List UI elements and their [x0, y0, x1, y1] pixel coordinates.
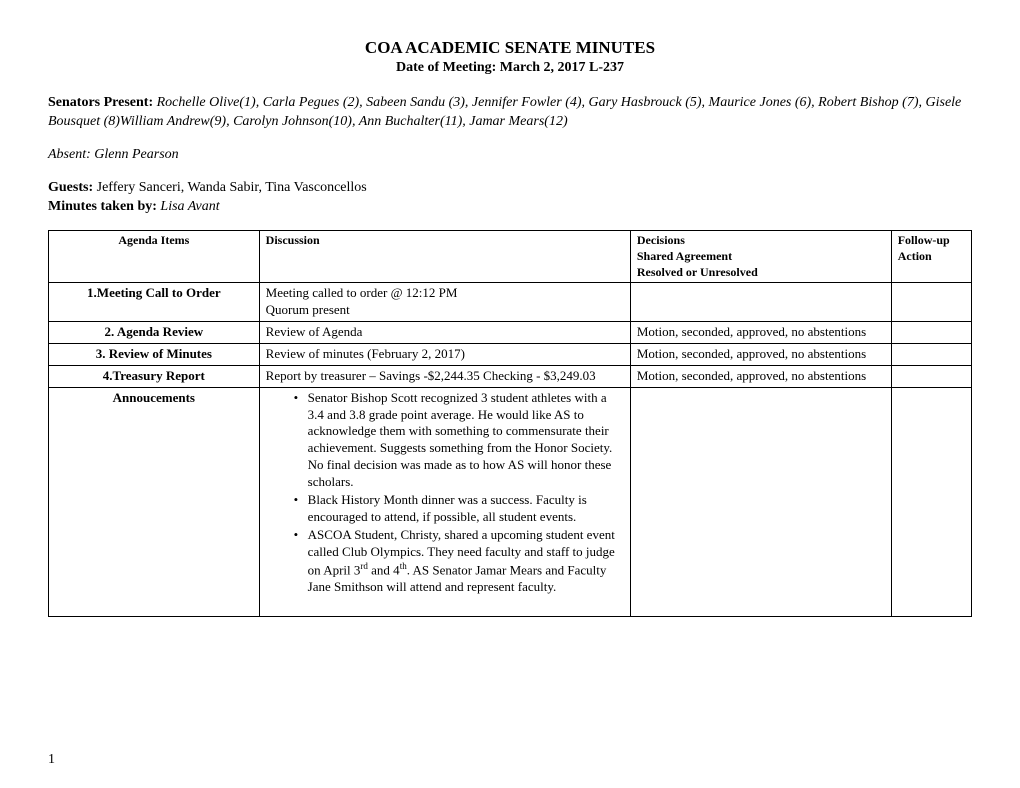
cell-followup [891, 322, 971, 344]
cell-followup [891, 343, 971, 365]
minutes-table: Agenda Items Discussion Decisions Shared… [48, 230, 972, 616]
guests-para: Guests: Jeffery Sanceri, Wanda Sabir, Ti… [48, 179, 972, 198]
list-item: ASCOA Student, Christy, shared a upcomin… [294, 527, 624, 596]
guests-label: Guests: [48, 180, 93, 195]
table-row: Annoucements Senator Bishop Scott recogni… [49, 387, 972, 616]
minutes-taken-para: Minutes taken by: Lisa Avant [48, 198, 972, 217]
table-row: 4.Treasury ReportReport by treasurer – S… [49, 365, 972, 387]
cell-discussion: Review of minutes (February 2, 2017) [259, 343, 630, 365]
cell-agenda: 3. Review of Minutes [49, 343, 260, 365]
senators-label: Senators Present: [48, 95, 153, 110]
cell-followup [891, 387, 971, 616]
header-decisions: Decisions Shared Agreement Resolved or U… [630, 231, 891, 283]
cell-followup [891, 365, 971, 387]
table-row: 2. Agenda ReviewReview of AgendaMotion, … [49, 322, 972, 344]
cell-decisions: Motion, seconded, approved, no abstentio… [630, 343, 891, 365]
header-followup: Follow-up Action [891, 231, 971, 283]
cell-decisions: Motion, seconded, approved, no abstentio… [630, 365, 891, 387]
header-followup-l1: Follow-up [898, 233, 950, 247]
document-title: COA ACADEMIC SENATE MINUTES [48, 38, 972, 58]
cell-discussion: Meeting called to order @ 12:12 PMQuorum… [259, 283, 630, 322]
cell-discussion: Review of Agenda [259, 322, 630, 344]
header-followup-l2: Action [898, 249, 932, 263]
table-row: 3. Review of MinutesReview of minutes (F… [49, 343, 972, 365]
list-item: Black History Month dinner was a success… [294, 492, 624, 526]
table-row: 1.Meeting Call to OrderMeeting called to… [49, 283, 972, 322]
cell-agenda: Annoucements [49, 387, 260, 616]
absent-para: Absent: Glenn Pearson [48, 146, 972, 165]
page-number: 1 [48, 752, 55, 768]
cell-agenda: 4.Treasury Report [49, 365, 260, 387]
guests-text: Jeffery Sanceri, Wanda Sabir, Tina Vasco… [93, 180, 367, 195]
senators-present-para: Senators Present: Rochelle Olive(1), Car… [48, 94, 972, 132]
senators-text: Rochelle Olive(1), Carla Pegues (2), Sab… [48, 95, 961, 129]
header-decisions-l2: Shared Agreement [637, 249, 732, 263]
cell-agenda: 2. Agenda Review [49, 322, 260, 344]
cell-decisions [630, 283, 891, 322]
cell-discussion: Report by treasurer – Savings -$2,244.35… [259, 365, 630, 387]
cell-discussion: Senator Bishop Scott recognized 3 studen… [259, 387, 630, 616]
announcement-list: Senator Bishop Scott recognized 3 studen… [266, 390, 624, 596]
list-item: Senator Bishop Scott recognized 3 studen… [294, 390, 624, 491]
cell-decisions: Motion, seconded, approved, no abstentio… [630, 322, 891, 344]
document-subtitle: Date of Meeting: March 2, 2017 L-237 [48, 60, 972, 76]
minutes-label: Minutes taken by: [48, 199, 157, 214]
table-body: 1.Meeting Call to OrderMeeting called to… [49, 283, 972, 616]
minutes-text: Lisa Avant [157, 199, 220, 214]
header-agenda: Agenda Items [49, 231, 260, 283]
cell-agenda: 1.Meeting Call to Order [49, 283, 260, 322]
header-decisions-l1: Decisions [637, 233, 685, 247]
cell-decisions [630, 387, 891, 616]
table-header-row: Agenda Items Discussion Decisions Shared… [49, 231, 972, 283]
header-discussion: Discussion [259, 231, 630, 283]
header-decisions-l3: Resolved or Unresolved [637, 265, 758, 279]
cell-followup [891, 283, 971, 322]
